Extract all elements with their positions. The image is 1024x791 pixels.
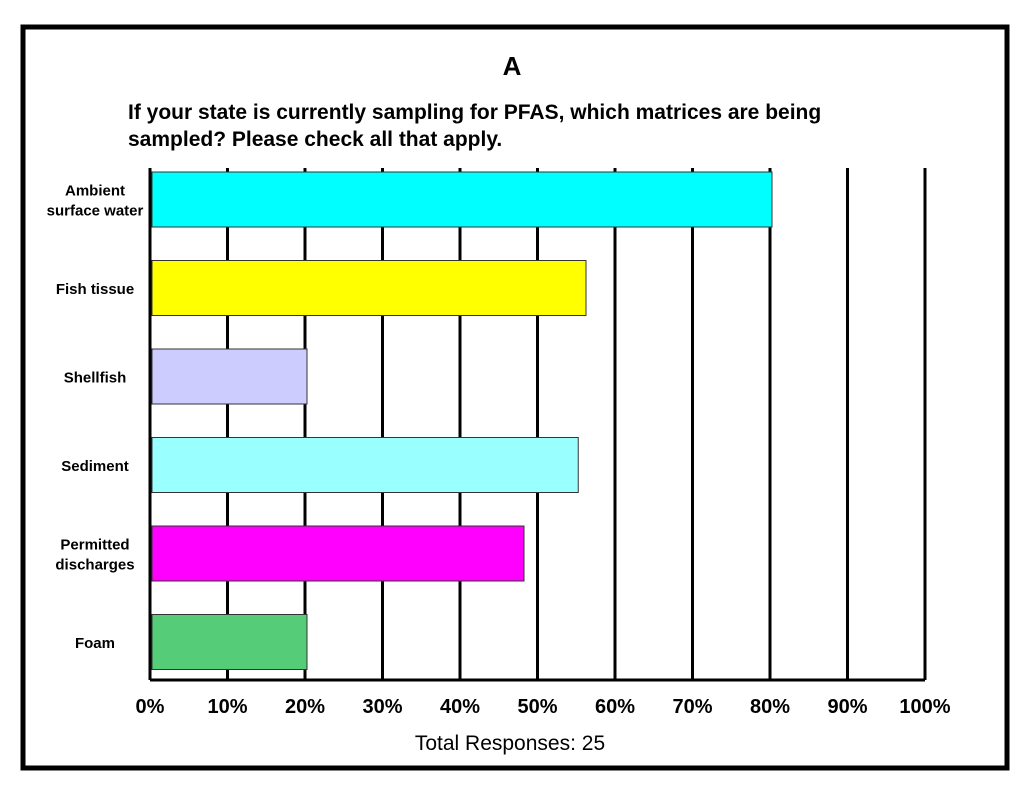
bar xyxy=(151,437,579,493)
x-tick-label: 60% xyxy=(595,696,635,718)
bar xyxy=(151,348,308,405)
category-label: discharges xyxy=(55,557,134,574)
panel-label: A xyxy=(503,51,522,81)
category-label: Foam xyxy=(75,635,115,652)
category-labels: Ambient surface water Fish tissue Shellfish… xyxy=(47,183,144,653)
chart-title-line-1: If your state is currently sampling for … xyxy=(128,101,821,124)
category-label: Permitted xyxy=(60,537,129,554)
x-tick-label: 70% xyxy=(672,696,712,718)
category-label: surface water xyxy=(47,203,144,220)
total-responses-footer: Total Responses: 25 xyxy=(415,732,605,755)
bar xyxy=(151,525,525,582)
grid xyxy=(148,168,927,682)
category-label: Fish tissue xyxy=(56,281,134,298)
x-tick-label: 30% xyxy=(362,696,402,718)
category-label: Ambient xyxy=(65,183,125,200)
chart-title-line-2: sampled? Please check all that apply. xyxy=(128,128,502,151)
bar xyxy=(151,171,773,228)
x-tick-label: 80% xyxy=(750,696,790,718)
bar xyxy=(151,614,308,670)
x-tick-label: 0% xyxy=(136,696,165,718)
category-label: Shellfish xyxy=(64,370,127,387)
x-tick-label: 40% xyxy=(440,696,480,718)
category-label: Sediment xyxy=(61,458,129,475)
x-tick-label: 20% xyxy=(285,696,325,718)
bars xyxy=(151,171,773,670)
x-tick-label: 100% xyxy=(899,696,950,718)
x-tick-label: 10% xyxy=(207,696,247,718)
x-tick-label: 90% xyxy=(827,696,867,718)
x-tick-label: 50% xyxy=(517,696,557,718)
x-tick-labels: 0% 10% 20% 30% 40% 50% 60% 70% 80% 90% 100% xyxy=(136,696,951,718)
bar xyxy=(151,260,587,316)
